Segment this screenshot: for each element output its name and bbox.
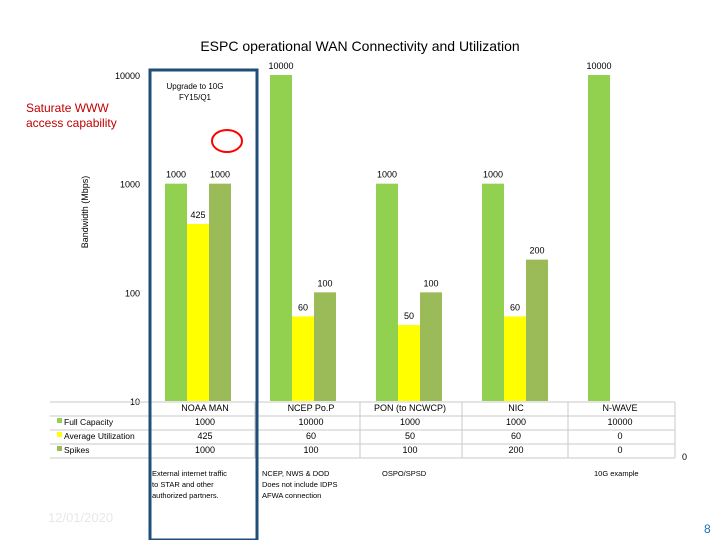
table-cell: 0 <box>617 445 622 455</box>
data-label: 1000 <box>483 170 503 180</box>
table-cell: 1000 <box>195 417 215 427</box>
bar-full-capacity <box>376 183 398 401</box>
note-nwave: 10G example <box>594 469 639 478</box>
table-cell: 10000 <box>607 417 632 427</box>
y-tick-label: 1000 <box>120 180 140 190</box>
bar-full-capacity <box>588 75 610 401</box>
bar-full-capacity <box>165 183 187 401</box>
data-label: 100 <box>423 278 438 288</box>
data-label: 100 <box>317 278 332 288</box>
category-label: NCEP Po.P <box>288 403 335 413</box>
table-cell: 200 <box>508 445 523 455</box>
page-number: 8 <box>704 522 711 536</box>
table-cell: 1000 <box>195 445 215 455</box>
bar-spikes <box>420 292 442 401</box>
category-label: NOAA MAN <box>181 403 229 413</box>
stray-zero: 0 <box>682 452 688 462</box>
bar-average-utilization <box>398 325 420 401</box>
upgrade-circle <box>211 129 243 153</box>
bar-full-capacity <box>270 75 292 401</box>
legend-swatch <box>57 418 62 423</box>
data-label: 1000 <box>166 170 186 180</box>
data-label: 10000 <box>268 61 293 71</box>
bar-spikes <box>526 259 548 401</box>
highlight-box <box>148 68 259 540</box>
bar-spikes <box>314 292 336 401</box>
bar-average-utilization <box>292 316 314 401</box>
data-label: 60 <box>510 302 520 312</box>
upgrade-note: Upgrade to 10G FY15/Q1 <box>166 82 224 102</box>
note-noaa-man: External internet traffic to STAR and ot… <box>152 469 227 500</box>
data-label: 1000 <box>210 170 230 180</box>
legend-swatch <box>57 446 62 451</box>
y-tick-label: 10000 <box>115 71 140 81</box>
table-cell: 50 <box>405 431 415 441</box>
table-cell: 10000 <box>298 417 323 427</box>
table-cell: 1000 <box>400 417 420 427</box>
note-pon: OSPO/SPSD <box>382 469 427 478</box>
chart-title: ESPC operational WAN Connectivity and Ut… <box>200 38 520 54</box>
table-cell: 60 <box>511 431 521 441</box>
y-tick-label: 100 <box>125 288 140 298</box>
table-cell: 60 <box>306 431 316 441</box>
note-ncep: NCEP, NWS & DOD Does not include IDPS AF… <box>262 469 338 500</box>
legend-label: Spikes <box>64 445 90 455</box>
table-cell: 0 <box>617 431 622 441</box>
saturate-note: Saturate WWW access capability <box>26 101 117 130</box>
data-label: 200 <box>529 246 544 256</box>
data-label: 1000 <box>377 170 397 180</box>
legend-label: Average Utilization <box>64 431 135 441</box>
legend-label: Full Capacity <box>64 417 114 427</box>
table-cell: 100 <box>402 445 417 455</box>
category-label: N-WAVE <box>603 403 638 413</box>
callout-line <box>145 115 220 124</box>
data-label: 60 <box>298 302 308 312</box>
table-cell: 100 <box>303 445 318 455</box>
bar-full-capacity <box>482 183 504 401</box>
table-cell: 1000 <box>506 417 526 427</box>
slide-date: 12/01/2020 <box>48 510 114 525</box>
data-label: 10000 <box>586 61 611 71</box>
table-cell: 425 <box>197 431 212 441</box>
legend-swatch <box>57 432 62 437</box>
data-label: 50 <box>404 311 414 321</box>
bar-average-utilization <box>504 316 526 401</box>
bar-average-utilization <box>187 224 209 401</box>
data-label: 425 <box>190 210 205 220</box>
bar-spikes <box>209 183 231 401</box>
category-label: NIC <box>508 403 524 413</box>
category-label: PON (to NCWCP) <box>374 403 446 413</box>
